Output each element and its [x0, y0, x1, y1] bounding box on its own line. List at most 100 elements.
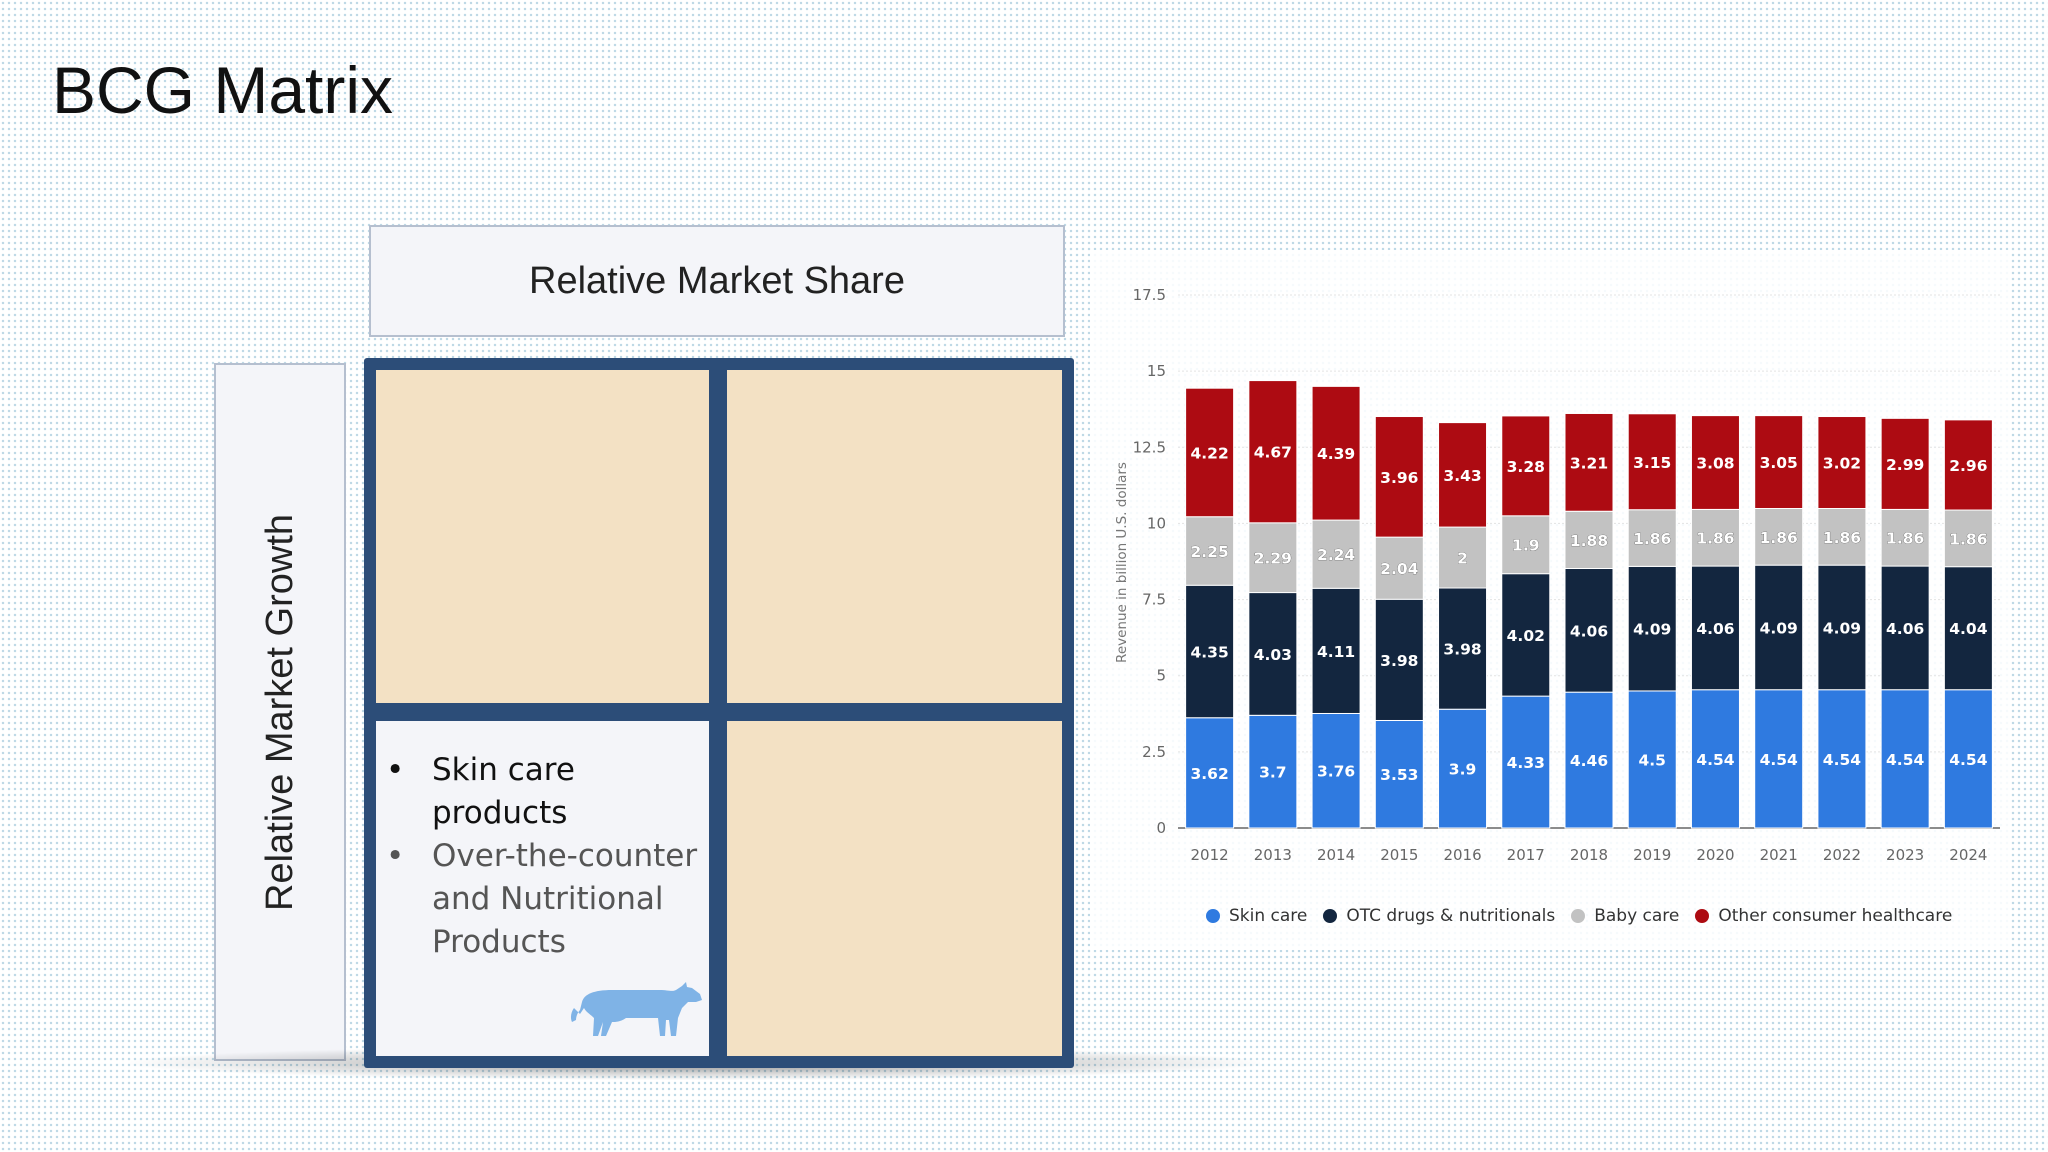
data-label: 4.22: [1190, 444, 1228, 462]
x-tick-label: 2020: [1696, 846, 1734, 864]
data-label: 1.86: [1886, 530, 1924, 548]
data-label: 4.02: [1507, 627, 1545, 645]
bar-segment: [1248, 592, 1298, 716]
data-label: 4.06: [1570, 622, 1608, 640]
data-label: 2.99: [1886, 456, 1924, 474]
bullet-icon: •: [386, 752, 405, 788]
bar-segment: [1501, 415, 1551, 517]
legend-swatch: [1695, 909, 1710, 923]
cow-icon: [570, 982, 702, 1036]
data-label: 2.25: [1190, 543, 1228, 561]
bar-segment: [1627, 509, 1677, 567]
data-label: 4.09: [1760, 619, 1798, 637]
bar-segment: [1627, 690, 1677, 829]
data-label: 1.86: [1696, 530, 1734, 548]
bar-segment: [1438, 422, 1488, 528]
bcg-matrix: • Skin care products • Over-the-counter …: [364, 358, 1074, 1068]
data-label: 4.39: [1317, 445, 1355, 463]
bar-segment: [1817, 564, 1867, 691]
bar-segment: [1564, 568, 1614, 693]
bar-segment: [1248, 522, 1298, 594]
data-label: 3.53: [1380, 766, 1418, 784]
y-tick-label: 7.5: [1142, 591, 1166, 609]
data-label: 3.08: [1696, 455, 1734, 473]
legend-label: Other consumer healthcare: [1718, 906, 1953, 926]
y-tick-label: 17.5: [1133, 286, 1166, 304]
data-label: 4.54: [1696, 751, 1734, 769]
y-tick-label: 2.5: [1142, 743, 1166, 761]
cash-cow-list: • Skin care products • Over-the-counter …: [386, 749, 706, 964]
dogs-quadrant: [727, 721, 1062, 1056]
bar-segment: [1501, 515, 1551, 575]
data-label: 1.86: [1760, 529, 1798, 547]
data-label: 4.06: [1696, 620, 1734, 638]
question-marks-quadrant: [376, 370, 709, 703]
bar-segment: [1564, 691, 1614, 829]
bar-segment: [1311, 385, 1361, 521]
data-label: 4.04: [1949, 620, 1987, 638]
data-label: 3.62: [1190, 765, 1228, 783]
y-tick-label: 5: [1156, 667, 1166, 685]
legend-swatch: [1323, 909, 1338, 923]
bar-segment: [1817, 416, 1867, 510]
slide-title: BCG Matrix: [52, 53, 394, 127]
bar-segment: [1880, 689, 1930, 829]
bar-segment: [1501, 695, 1551, 829]
chart-legend: Skin care OTC drugs & nutritionals Baby ca…: [1206, 906, 1968, 926]
bar-segment: [1374, 719, 1424, 829]
data-label: 3.43: [1443, 467, 1481, 485]
legend-label: OTC drugs & nutritionals: [1346, 906, 1556, 926]
data-label: 1.86: [1949, 530, 1987, 548]
data-label: 4.33: [1507, 754, 1545, 772]
data-label: 4.46: [1570, 752, 1608, 770]
bar-segment: [1501, 573, 1551, 697]
bar-segment: [1564, 412, 1614, 512]
data-label: 3.21: [1570, 454, 1608, 472]
bar-segment: [1943, 419, 1993, 511]
data-label: 3.96: [1380, 469, 1418, 487]
data-label: 1.86: [1633, 530, 1671, 548]
x-axis-label-box: Relative Market Share: [369, 225, 1065, 337]
bar-segment: [1943, 566, 1993, 691]
bar-segment: [1690, 689, 1740, 829]
bar-segment: [1248, 380, 1298, 524]
y-tick-label: 15: [1147, 362, 1166, 380]
data-label: 4.5: [1638, 751, 1665, 769]
bar-segment: [1754, 508, 1804, 566]
bar-segment: [1943, 509, 1993, 568]
bar-segment: [1690, 565, 1740, 691]
data-label: 4.09: [1823, 619, 1861, 637]
bar-segment: [1185, 717, 1235, 829]
bar-segment: [1311, 519, 1361, 589]
x-tick-label: 2016: [1443, 846, 1481, 864]
data-label: 3.98: [1380, 652, 1418, 670]
legend-label: Skin care: [1229, 906, 1308, 926]
y-axis-label-box: Relative Market Growth: [214, 363, 346, 1061]
data-label: 4.54: [1760, 751, 1798, 769]
data-label: 4.09: [1633, 621, 1671, 639]
data-label: 1.88: [1570, 532, 1608, 550]
cash-cows-quadrant: • Skin care products • Over-the-counter …: [376, 721, 709, 1056]
x-tick-label: 2022: [1823, 846, 1861, 864]
stars-quadrant: [727, 370, 1062, 703]
bar-segment: [1185, 516, 1235, 586]
relative-market-share-label: Relative Market Share: [529, 259, 905, 302]
x-tick-label: 2014: [1317, 846, 1355, 864]
data-label: 4.67: [1254, 444, 1292, 462]
data-label: 2.24: [1317, 546, 1355, 564]
data-label: 3.15: [1633, 454, 1671, 472]
legend-item: Skin care: [1206, 906, 1307, 926]
bar-segment: [1627, 413, 1677, 511]
legend-swatch: [1571, 909, 1586, 923]
bar-segment: [1817, 689, 1867, 829]
data-label: 2.29: [1254, 550, 1292, 568]
bar-segment: [1185, 387, 1235, 518]
y-tick-label: 12.5: [1133, 438, 1166, 456]
data-label: 1.9: [1512, 537, 1539, 555]
data-label: 2: [1457, 550, 1468, 568]
bar-segment: [1374, 536, 1424, 600]
data-label: 4.03: [1254, 646, 1292, 664]
data-label: 1.86: [1823, 529, 1861, 547]
bar-segment: [1880, 417, 1930, 510]
